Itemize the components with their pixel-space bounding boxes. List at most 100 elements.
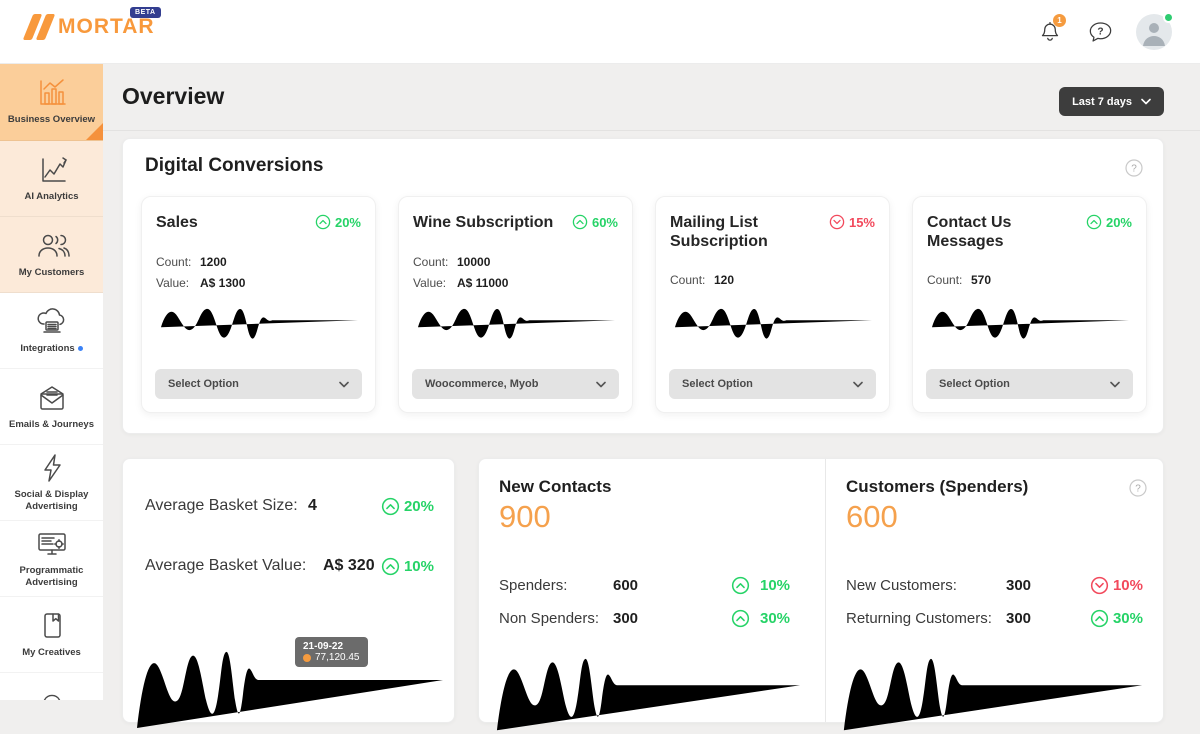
- chevron-down-icon: [596, 381, 606, 387]
- metric-card-contact-us: Contact Us Messages 20% Count: 570 Select…: [912, 196, 1147, 413]
- logo-slashes-icon: [22, 14, 56, 40]
- change-badge: 20%: [381, 497, 434, 516]
- user-avatar[interactable]: [1136, 12, 1174, 50]
- notebook-icon: [43, 612, 61, 638]
- trend-up-icon: [381, 497, 400, 515]
- change-badge: 15%: [829, 214, 875, 230]
- chevron-down-icon: [853, 381, 863, 387]
- envelope-icon: [39, 385, 64, 410]
- sidebar-item-social-display-advertising[interactable]: Social & Display Advertising: [0, 445, 103, 521]
- cloud-devices-icon: [36, 307, 64, 333]
- sparkline-chart: [160, 308, 359, 339]
- sidebar-item-label: Programmatic Advertising: [19, 564, 84, 588]
- notifications-button[interactable]: 1: [1036, 14, 1066, 46]
- change-badge: 10%: [731, 576, 790, 595]
- trend-up-icon: [315, 214, 331, 230]
- card-title: Mailing List Subscription: [670, 214, 768, 250]
- date-range-button[interactable]: Last 7 days: [1059, 87, 1164, 116]
- active-fold-corner: [86, 123, 103, 140]
- logo-text: MORTAR: [58, 15, 155, 38]
- contacts-customers-panel: New Contacts 900 Spenders: 600 10% Non S…: [478, 458, 1165, 731]
- sidebar-item-label: My Creatives: [22, 646, 81, 658]
- trend-up-icon: [381, 557, 400, 575]
- change-badge: 20%: [315, 214, 361, 230]
- sidebar-item-ai-analytics[interactable]: AI Analytics: [0, 141, 103, 217]
- sidebar-item-emails-journeys[interactable]: Emails & Journeys: [0, 369, 103, 445]
- help-icon[interactable]: ?: [1129, 479, 1147, 502]
- card-title: Wine Subscription: [413, 214, 554, 231]
- main-content: Overview Last 7 days Digital Conversions…: [103, 64, 1200, 731]
- sidebar-item-partial[interactable]: [0, 673, 103, 700]
- sidebar-item-label: Integrations: [20, 342, 75, 354]
- sidebar-item-programmatic-advertising[interactable]: Programmatic Advertising: [0, 521, 103, 597]
- sparkline-chart: [931, 308, 1130, 339]
- page-header: Overview Last 7 days: [103, 64, 1200, 131]
- date-range-label: Last 7 days: [1072, 95, 1132, 108]
- sidebar-item-label: Business Overview: [7, 114, 96, 126]
- source-select-dropdown[interactable]: Select Option: [155, 369, 362, 399]
- change-badge: 10%: [381, 557, 434, 576]
- help-icon[interactable]: ?: [1125, 159, 1143, 182]
- new-contacts-trend-chart: [496, 658, 801, 731]
- change-badge: 30%: [731, 609, 790, 628]
- non-spenders-row: Non Spenders: 300 30%: [499, 609, 791, 628]
- trend-up-icon: [572, 214, 588, 230]
- metric-card-wine-subscription: Wine Subscription 60% Count: 10000 Value:…: [398, 196, 633, 413]
- customers-spenders-section: Customers (Spenders) ? 600 New Customers…: [826, 459, 1165, 731]
- trend-down-icon: [829, 214, 845, 230]
- trend-up-icon: [731, 576, 750, 595]
- trend-up-icon: [1090, 609, 1109, 628]
- source-select-dropdown[interactable]: Select Option: [669, 369, 876, 399]
- basket-value-row: Average Basket Value: A$ 320 10%: [145, 557, 434, 576]
- mortar-logo[interactable]: MORTAR BETA: [22, 7, 161, 40]
- sidebar-item-my-creatives[interactable]: My Creatives: [0, 597, 103, 673]
- metric-card-sales: Sales 20% Count: 1200 Value: A$ 1300 Selec…: [141, 196, 376, 413]
- chat-question-icon: ?: [1089, 22, 1111, 42]
- stat-count: Count: 10000: [413, 255, 491, 269]
- source-select-dropdown[interactable]: Woocommerce, Myob: [412, 369, 619, 399]
- sidebar-item-my-customers[interactable]: My Customers: [0, 217, 103, 293]
- metric-card-mailing-list: Mailing List Subscription 15% Count: 120 …: [655, 196, 890, 413]
- notification-count-badge: 1: [1053, 14, 1066, 27]
- digital-conversions-panel: Digital Conversions ? Sales 20% Count: 12…: [122, 138, 1164, 434]
- sparkline-chart: [674, 308, 873, 339]
- stat-count: Count: 120: [670, 273, 735, 287]
- stat-count: Count: 570: [927, 273, 992, 287]
- change-badge: 10%: [1090, 576, 1143, 595]
- stat-value: Value: A$ 1300: [156, 276, 246, 290]
- tooltip-value: 77,120.45: [315, 652, 360, 663]
- stat-count: Count: 1200: [156, 255, 227, 269]
- average-basket-panel: Average Basket Size: 4 20% Average Baske…: [122, 458, 455, 728]
- svg-text:?: ?: [1131, 164, 1137, 175]
- chevron-down-icon: [1110, 381, 1120, 387]
- page-title: Overview: [122, 83, 225, 109]
- source-select-dropdown[interactable]: Select Option: [926, 369, 1133, 399]
- chevron-down-icon: [339, 381, 349, 387]
- sidebar-item-label: Emails & Journeys: [8, 418, 94, 430]
- stat-value: Value: A$ 11000: [413, 276, 509, 290]
- trend-up-icon: [731, 609, 750, 628]
- top-bar: MORTAR BETA 1 ?: [0, 0, 1200, 64]
- monitor-gear-icon: [37, 532, 66, 555]
- section-title: New Contacts: [499, 477, 612, 496]
- new-contacts-total: 900: [499, 499, 551, 534]
- help-chat-button[interactable]: ?: [1086, 18, 1114, 46]
- card-title: Sales: [156, 214, 198, 231]
- chart-tooltip: 21-09-22 77,120.45: [295, 637, 368, 667]
- change-badge: 30%: [1090, 609, 1143, 628]
- basket-size-row: Average Basket Size: 4 20%: [145, 497, 434, 516]
- circle-icon: [43, 694, 60, 700]
- series-dot: [303, 653, 311, 662]
- sidebar-item-label: Social & Display Advertising: [14, 488, 89, 512]
- person-icon: [1143, 23, 1165, 46]
- customers-total: 600: [846, 499, 898, 534]
- bell-icon: [1041, 21, 1059, 41]
- svg-text:?: ?: [1097, 27, 1103, 38]
- integrations-notification-dot: [77, 345, 83, 351]
- bar-chart-icon: [39, 79, 66, 105]
- sidebar-item-business-overview[interactable]: Business Overview: [0, 64, 103, 141]
- sidebar-item-label: My Customers: [18, 266, 85, 278]
- sidebar-item-label: AI Analytics: [24, 190, 79, 202]
- sidebar-item-integrations[interactable]: Integrations: [0, 293, 103, 369]
- chevron-down-icon: [1141, 98, 1151, 105]
